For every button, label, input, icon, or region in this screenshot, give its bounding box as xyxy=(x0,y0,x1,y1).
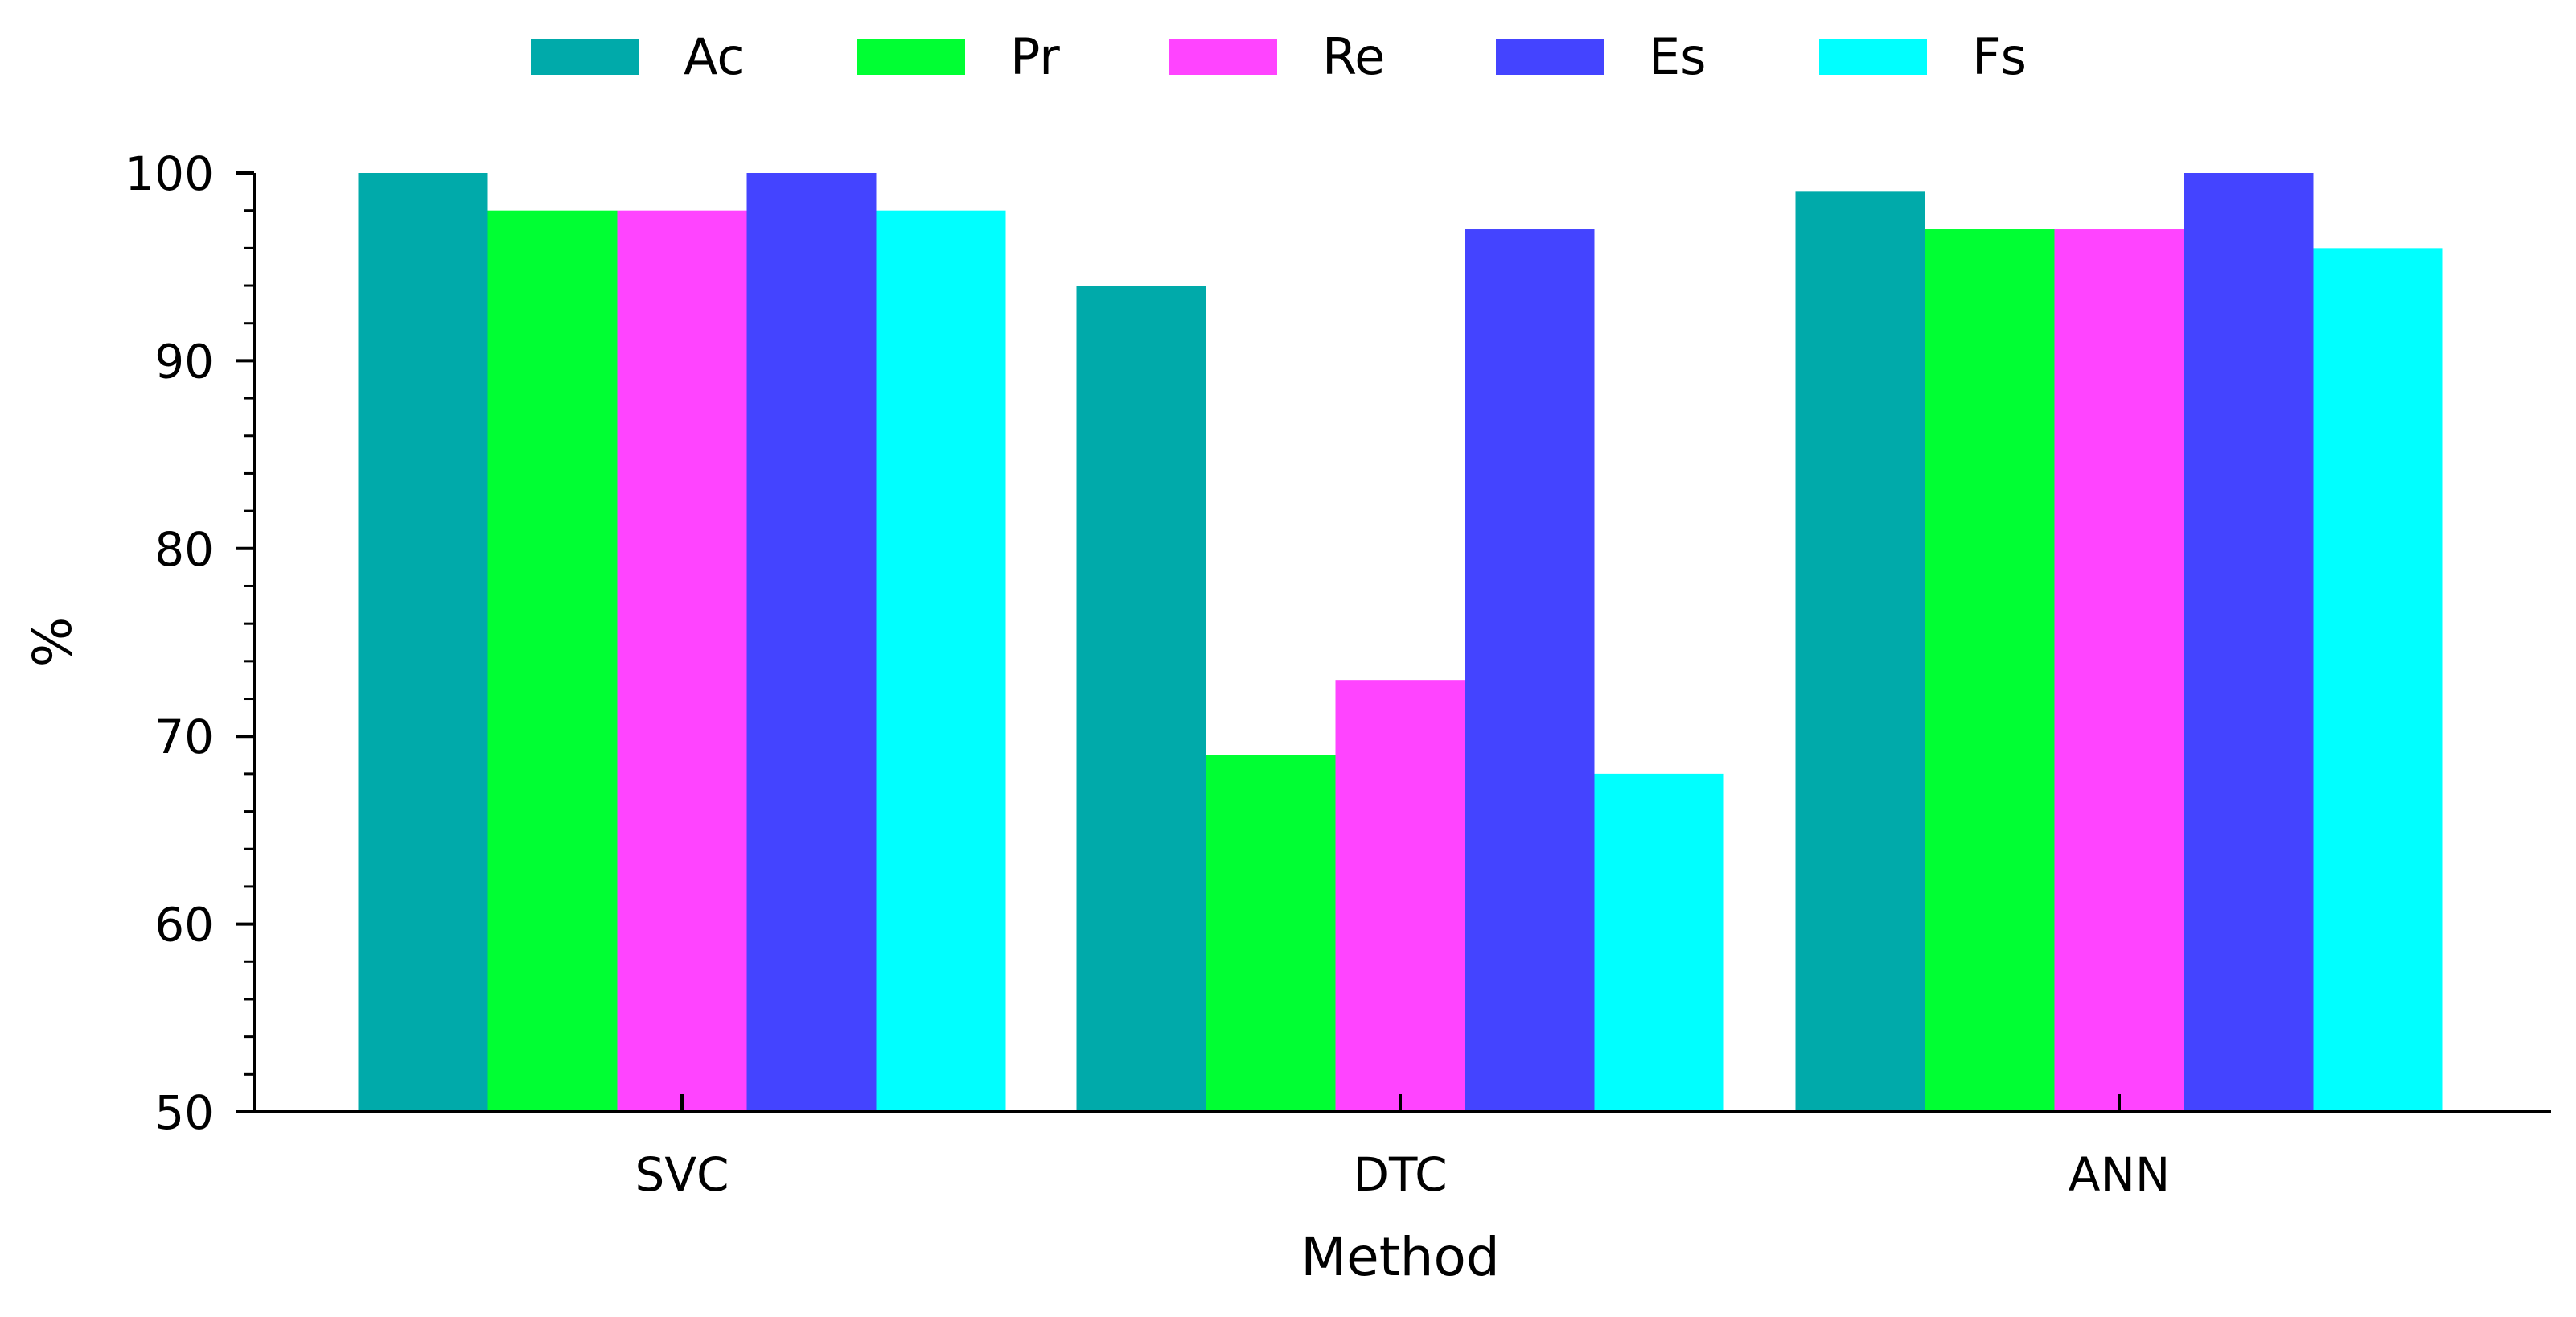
legend-label-ac: Ac xyxy=(684,27,744,86)
bar-ac-svc xyxy=(358,173,488,1112)
legend-swatch-re xyxy=(1169,39,1277,75)
x-tick-label-dtc: DTC xyxy=(1353,1147,1447,1202)
bar-fs-dtc xyxy=(1594,773,1724,1112)
bar-fs-ann xyxy=(2313,248,2443,1112)
bar-es-dtc xyxy=(1465,229,1595,1112)
bar-re-svc xyxy=(617,210,747,1113)
legend: Ac Pr Re Es Fs xyxy=(531,27,2027,86)
bars xyxy=(358,173,2443,1113)
bar-pr-dtc xyxy=(1206,755,1336,1112)
y-tick-label: 80 xyxy=(154,522,214,577)
y-tick-label: 60 xyxy=(154,898,214,953)
legend-swatch-fs xyxy=(1819,39,1927,75)
y-ticks: 50 60 70 80 90 100 xyxy=(125,146,254,1140)
x-ticks: SVC DTC ANN xyxy=(635,1094,2170,1202)
legend-swatch-ac xyxy=(531,39,639,75)
bar-es-ann xyxy=(2184,173,2314,1112)
x-tick-label-svc: SVC xyxy=(635,1147,729,1202)
legend-label-re: Re xyxy=(1322,27,1385,86)
legend-label-pr: Pr xyxy=(1010,27,1060,86)
bar-ac-dtc xyxy=(1076,286,1206,1112)
x-tick-label-ann: ANN xyxy=(2069,1147,2170,1202)
bar-es-svc xyxy=(746,173,877,1112)
legend-label-fs: Fs xyxy=(1972,27,2027,86)
bar-ac-ann xyxy=(1795,191,1925,1113)
legend-swatch-pr xyxy=(857,39,965,75)
y-axis-title: % xyxy=(22,617,84,668)
y-tick-label: 70 xyxy=(154,710,214,764)
x-axis-title: Method xyxy=(1300,1226,1500,1288)
legend-label-es: Es xyxy=(1649,27,1706,86)
bar-re-dtc xyxy=(1335,680,1465,1112)
y-tick-label: 50 xyxy=(154,1085,214,1140)
y-tick-label: 90 xyxy=(154,334,214,389)
bar-fs-svc xyxy=(876,210,1006,1113)
bar-re-ann xyxy=(2054,229,2184,1112)
legend-swatch-es xyxy=(1496,39,1604,75)
bar-pr-ann xyxy=(1925,229,2055,1112)
bar-pr-svc xyxy=(487,210,618,1113)
y-tick-label: 100 xyxy=(125,146,214,201)
